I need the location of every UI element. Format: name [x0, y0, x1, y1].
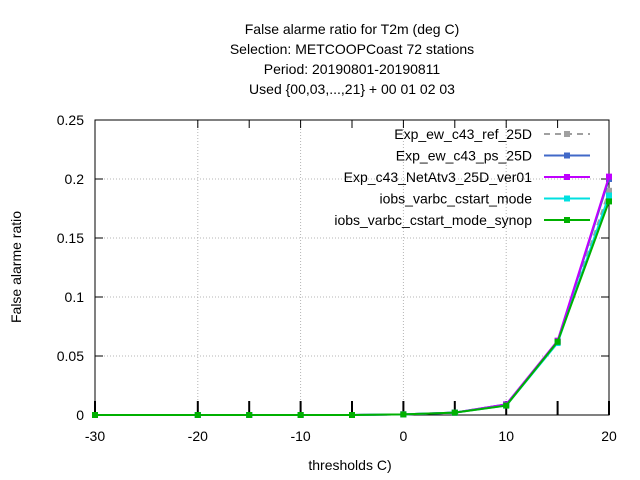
y-axis-label: False alarme ratio [8, 211, 24, 323]
title-line-1: Selection: METCOOPCoast 72 stations [230, 41, 474, 57]
y-tick-label-4: 0.2 [65, 171, 85, 187]
x-tick-label-0: -30 [85, 428, 105, 444]
legend-label-4: iobs_varbc_cstart_mode_synop [334, 212, 532, 228]
legend-label-2: Exp_c43_NetAtv3_25D_ver01 [344, 169, 533, 185]
x-tick-labels: -30 -20 -10 0 10 20 [85, 428, 617, 444]
y-tick-label-5: 0.25 [57, 112, 84, 128]
series-4-point-4 [349, 412, 355, 418]
series-4-point-6 [451, 409, 458, 416]
series-4-point-9 [606, 198, 612, 205]
series-4-point-1 [194, 412, 201, 418]
series-line-4 [95, 201, 610, 416]
title-line-3: Used {00,03,...,21} + 00 01 02 03 [249, 81, 455, 97]
legend-swatch-marker-2 [564, 174, 570, 180]
series-line-3 [95, 195, 610, 416]
series-0-point-9 [606, 187, 612, 194]
x-tick-label-2: -10 [290, 428, 310, 444]
series-4-point-2 [246, 412, 253, 418]
legend-swatch-marker-1 [564, 152, 570, 159]
y-tick-label-2: 0.1 [65, 289, 85, 305]
series-group [92, 173, 612, 418]
grid-lines [95, 120, 609, 415]
y-tick-label-1: 0.05 [57, 348, 84, 364]
legend-label-1: Exp_ew_c43_ps_25D [396, 148, 532, 164]
legend-swatch-marker-4 [564, 217, 570, 223]
series-4-point-3 [297, 412, 304, 418]
x-axis-label: thresholds C) [308, 457, 391, 473]
plot-frame [94, 119, 610, 416]
x-tick-label-4: 10 [498, 428, 514, 444]
y-tick-label-0: 0 [76, 407, 84, 423]
title-line-2: Period: 20190801-20190811 [264, 61, 441, 77]
series-2 [92, 173, 612, 418]
series-4-point-8 [554, 338, 561, 345]
y-tick-labels: 0 0.05 0.1 0.15 0.2 0.25 [57, 112, 84, 423]
legend-label-3: iobs_varbc_cstart_mode [379, 191, 532, 207]
series-4-point-5 [400, 411, 407, 418]
series-4-point-7 [503, 402, 510, 409]
x-tick-label-3: 0 [400, 428, 408, 444]
legend-label-0: Exp_ew_c43_ref_25D [394, 126, 532, 142]
legend: Exp_ew_c43_ref_25D Exp_ew_c43_ps_25D Exp_c… [334, 126, 590, 228]
x-tick-label-1: -20 [188, 428, 208, 444]
legend-swatch-marker-3 [564, 195, 570, 202]
series-4 [92, 198, 612, 418]
x-tick-label-5: 20 [601, 428, 617, 444]
series-4-point-0 [92, 412, 98, 418]
series-3-point-9 [606, 192, 612, 199]
legend-swatch-marker-0 [564, 131, 570, 137]
title-line-0: False alarme ratio for T2m (deg C) [245, 21, 459, 37]
y-tick-label-3: 0.15 [57, 230, 84, 246]
axis-ticks [94, 119, 610, 416]
series-2-point-9 [606, 173, 612, 180]
chart-title: False alarme ratio for T2m (deg C) Select… [230, 21, 474, 97]
